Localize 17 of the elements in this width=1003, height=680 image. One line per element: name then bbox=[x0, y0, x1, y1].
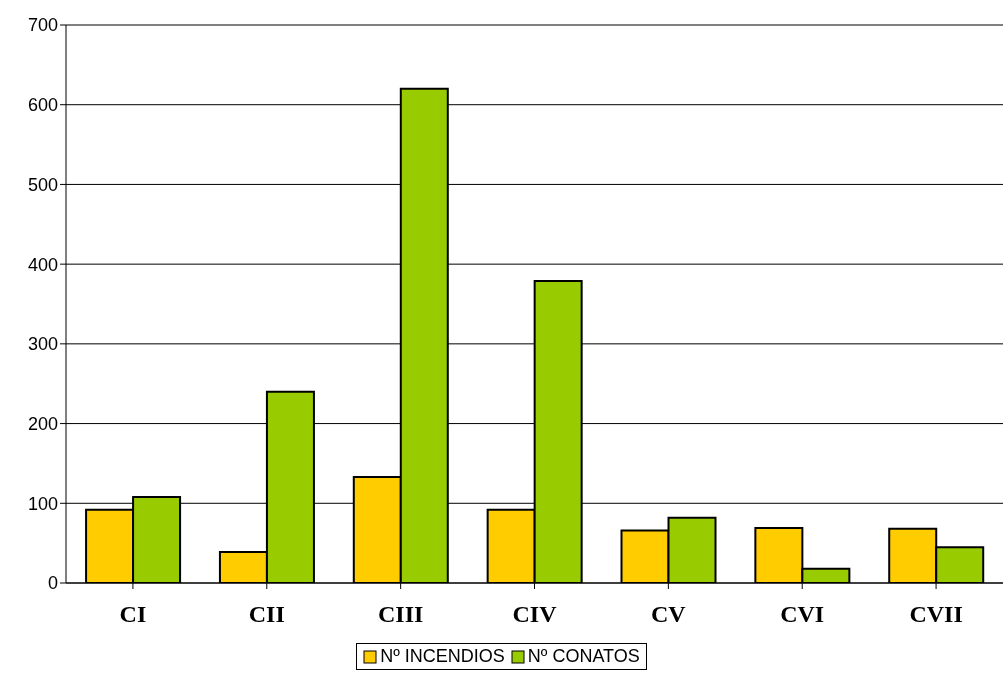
x-tick-label: CIII bbox=[377, 601, 424, 628]
y-tick-label: 600 bbox=[27, 95, 58, 116]
y-tick-label: 400 bbox=[27, 254, 58, 275]
y-tick-label: 100 bbox=[27, 493, 58, 514]
x-tick-label: CVII bbox=[909, 601, 963, 628]
x-tick-label: CI bbox=[119, 601, 147, 628]
y-tick-label: 500 bbox=[27, 174, 58, 195]
y-tick-label: 700 bbox=[27, 15, 58, 36]
y-tick-label: 300 bbox=[27, 334, 58, 355]
y-tick-label: 200 bbox=[27, 413, 58, 434]
x-tick-label: CIV bbox=[512, 601, 558, 628]
legend-label: Nº CONATOS bbox=[526, 646, 640, 667]
x-tick-label: CV bbox=[651, 601, 687, 628]
x-tick-label: CVI bbox=[780, 601, 825, 628]
legend-label: Nº INCENDIOS bbox=[379, 646, 505, 667]
y-tick-label: 0 bbox=[47, 573, 58, 594]
x-tick-label: CII bbox=[248, 601, 285, 628]
